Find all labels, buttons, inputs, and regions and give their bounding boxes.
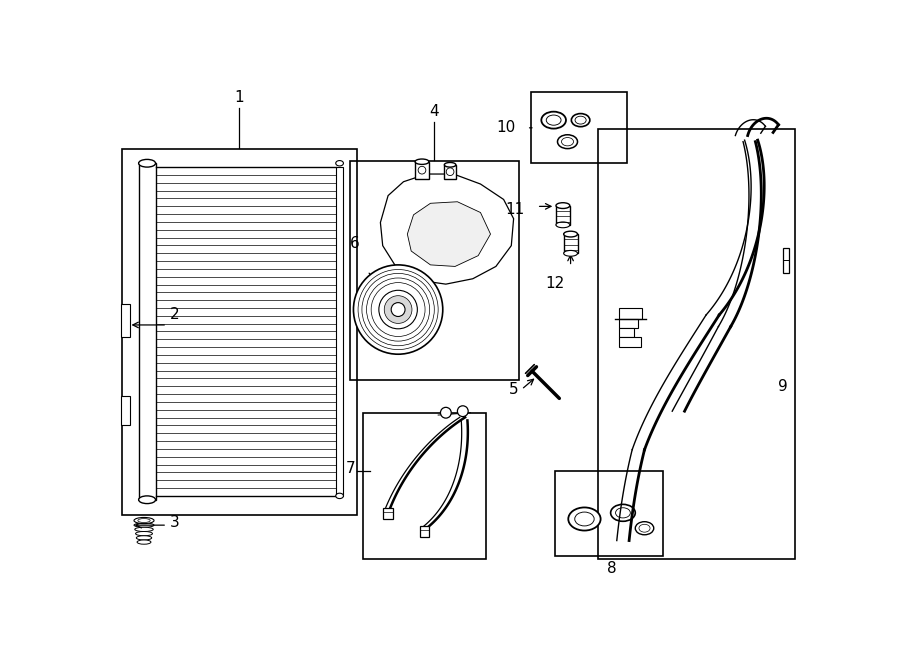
- Circle shape: [354, 265, 443, 354]
- Text: 1: 1: [235, 90, 244, 104]
- Ellipse shape: [134, 523, 154, 527]
- Bar: [530, 93, 626, 163]
- Ellipse shape: [135, 527, 153, 531]
- Ellipse shape: [415, 159, 429, 165]
- Text: 11: 11: [505, 202, 525, 217]
- Polygon shape: [139, 163, 156, 500]
- Ellipse shape: [575, 512, 594, 526]
- Ellipse shape: [556, 203, 570, 208]
- Text: 9: 9: [778, 379, 788, 394]
- Polygon shape: [408, 202, 490, 266]
- Bar: [619, 319, 638, 328]
- Bar: [415, 162, 429, 178]
- Ellipse shape: [639, 524, 650, 532]
- Text: 12: 12: [545, 276, 565, 292]
- Ellipse shape: [139, 159, 156, 167]
- Bar: [619, 308, 643, 319]
- Bar: [563, 234, 578, 253]
- Bar: [555, 471, 663, 556]
- Bar: [419, 526, 429, 537]
- Circle shape: [392, 303, 405, 317]
- Ellipse shape: [568, 508, 600, 531]
- Ellipse shape: [556, 222, 570, 228]
- Text: 4: 4: [429, 104, 439, 118]
- Polygon shape: [381, 174, 514, 284]
- Text: 6: 6: [350, 236, 360, 251]
- Circle shape: [384, 295, 412, 323]
- Text: 2: 2: [170, 307, 180, 323]
- Bar: [121, 396, 130, 425]
- Bar: [783, 248, 789, 272]
- Ellipse shape: [546, 115, 561, 125]
- Text: 5: 5: [508, 382, 518, 397]
- Bar: [619, 337, 641, 346]
- Ellipse shape: [137, 540, 151, 544]
- Bar: [121, 304, 130, 336]
- Circle shape: [440, 407, 451, 418]
- Ellipse shape: [610, 504, 635, 522]
- Ellipse shape: [616, 508, 630, 518]
- Text: 7: 7: [346, 461, 355, 477]
- Bar: [445, 165, 456, 178]
- Bar: [336, 167, 344, 496]
- Ellipse shape: [445, 163, 456, 167]
- Ellipse shape: [136, 535, 152, 540]
- Ellipse shape: [572, 114, 590, 127]
- Circle shape: [457, 406, 468, 416]
- Text: 10: 10: [496, 120, 515, 136]
- Ellipse shape: [562, 137, 573, 146]
- Ellipse shape: [139, 496, 156, 504]
- Ellipse shape: [557, 135, 578, 149]
- Ellipse shape: [575, 116, 586, 124]
- Bar: [598, 130, 795, 559]
- Ellipse shape: [134, 518, 154, 524]
- Ellipse shape: [563, 231, 578, 237]
- Bar: [383, 508, 392, 519]
- Circle shape: [379, 290, 418, 329]
- Ellipse shape: [563, 251, 578, 256]
- Ellipse shape: [541, 112, 566, 129]
- Text: 8: 8: [607, 561, 616, 576]
- Bar: [122, 149, 357, 515]
- Ellipse shape: [336, 161, 344, 166]
- Bar: [556, 206, 570, 225]
- Bar: [619, 328, 634, 337]
- Ellipse shape: [336, 493, 344, 498]
- Ellipse shape: [635, 522, 653, 535]
- Ellipse shape: [136, 531, 152, 535]
- Text: 3: 3: [170, 516, 180, 530]
- Bar: [349, 161, 519, 380]
- Bar: [363, 412, 486, 559]
